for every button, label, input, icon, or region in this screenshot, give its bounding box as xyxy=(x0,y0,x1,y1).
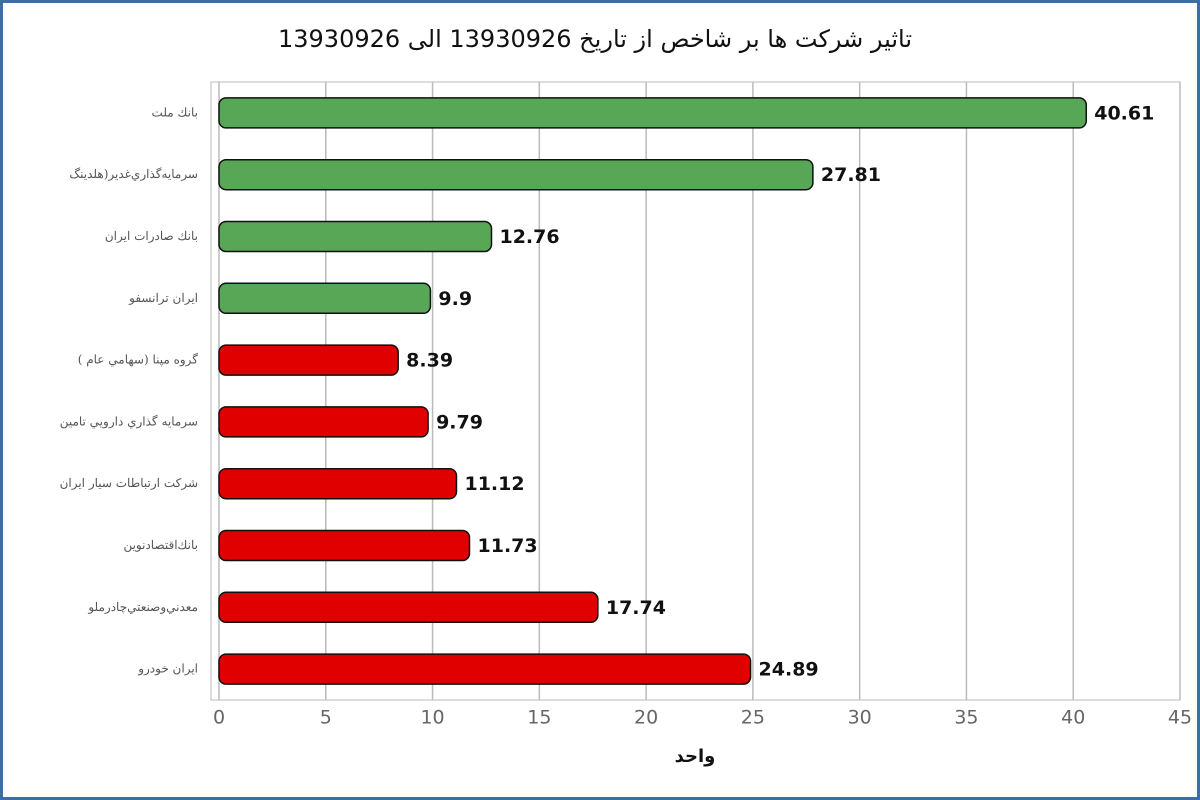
x-tick-label: 40 xyxy=(1061,707,1085,729)
value-label: 24.89 xyxy=(759,659,819,681)
value-label: 11.73 xyxy=(478,535,538,557)
y-tick-label: بانك ملت xyxy=(152,105,198,119)
value-label: 11.12 xyxy=(464,473,524,495)
x-tick-label: 45 xyxy=(1168,707,1192,729)
x-tick-label: 5 xyxy=(320,707,332,729)
value-label: 17.74 xyxy=(606,597,666,619)
value-label: 12.76 xyxy=(499,226,559,248)
y-tick-label: گروه مپنا (سهامي عام ) xyxy=(78,353,199,367)
value-label: 9.9 xyxy=(438,288,472,310)
x-tick-label: 35 xyxy=(954,707,978,729)
x-axis-label: واحد xyxy=(675,746,716,767)
bar xyxy=(218,97,1087,129)
bar xyxy=(218,344,399,376)
bar xyxy=(218,282,432,315)
bar xyxy=(218,591,599,624)
value-label: 9.79 xyxy=(436,411,483,433)
value-label: 8.39 xyxy=(406,350,453,372)
x-tick-label: 20 xyxy=(634,707,658,729)
bar xyxy=(218,406,429,438)
x-tick-label: 0 xyxy=(213,707,225,729)
bar xyxy=(218,467,458,500)
x-tick-label: 10 xyxy=(420,707,444,729)
x-tick-label: 15 xyxy=(527,707,551,729)
y-tick-label: سرمايه گذاري دارويي تامين xyxy=(60,414,198,428)
y-tick-label: معدني‌وصنعتي‌چادرملو xyxy=(87,600,198,614)
y-tick-label: بانك‌اقتصادنوين xyxy=(123,538,198,552)
y-tick-label: شركت ارتباطات سيار ايران xyxy=(60,476,198,490)
bar xyxy=(218,529,471,562)
bar xyxy=(218,158,814,191)
chart-title: تاثیر شرکت ها بر شاخص از تاریخ 13930926 … xyxy=(278,25,912,53)
y-tick-label: بانك صادرات ايران xyxy=(105,229,198,243)
bar xyxy=(218,653,752,685)
y-tick-label: ايران ترانسفو xyxy=(128,291,198,305)
x-tick-label: 25 xyxy=(741,707,765,729)
bar xyxy=(218,220,493,253)
x-tick-label: 30 xyxy=(848,707,872,729)
value-label: 27.81 xyxy=(821,164,881,186)
y-tick-label: سرمايه‌گذاري‌غدير(هلدينگ xyxy=(69,167,198,181)
value-label: 40.61 xyxy=(1094,102,1154,124)
y-tick-label: ايران خودرو xyxy=(137,662,198,676)
